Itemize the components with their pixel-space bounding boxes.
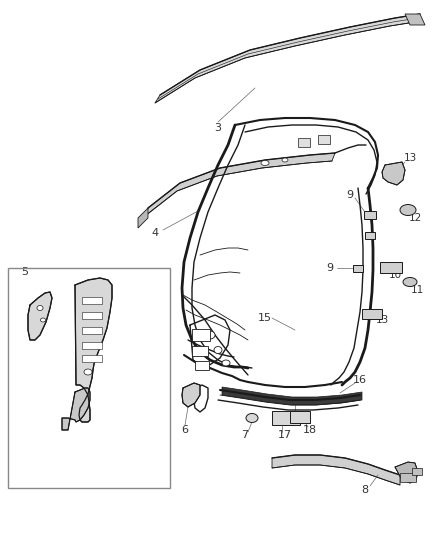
Text: 10: 10 [388, 270, 401, 280]
Ellipse shape [84, 369, 92, 375]
Polygon shape [145, 153, 334, 216]
Bar [363, 211, 375, 219]
Text: 6: 6 [181, 425, 188, 435]
Bar [361, 309, 381, 319]
Text: 13: 13 [403, 153, 416, 163]
Polygon shape [404, 14, 424, 25]
Bar [411, 468, 421, 475]
Polygon shape [394, 462, 417, 483]
Bar [297, 138, 309, 147]
Ellipse shape [205, 331, 215, 339]
Polygon shape [75, 278, 112, 422]
Ellipse shape [245, 414, 258, 423]
Text: 7: 7 [241, 430, 248, 440]
Ellipse shape [213, 346, 222, 353]
Text: 16: 16 [352, 375, 366, 385]
Bar [191, 346, 208, 356]
Text: 8: 8 [360, 485, 368, 495]
Text: 17: 17 [277, 430, 291, 440]
Polygon shape [138, 208, 148, 228]
Ellipse shape [402, 278, 416, 287]
Bar [194, 361, 208, 370]
Bar [82, 312, 102, 319]
Text: 12: 12 [407, 213, 420, 223]
Bar [82, 355, 102, 362]
Text: 15: 15 [258, 313, 272, 323]
Polygon shape [381, 162, 404, 185]
Bar [399, 473, 415, 482]
Bar [352, 264, 362, 271]
Bar [317, 135, 329, 144]
Text: 9: 9 [346, 190, 353, 200]
Text: 3: 3 [214, 123, 221, 133]
Bar [364, 231, 374, 238]
Bar [82, 327, 102, 334]
Polygon shape [182, 383, 200, 407]
Bar [191, 329, 209, 341]
Ellipse shape [399, 205, 415, 215]
Text: 5: 5 [21, 267, 28, 277]
Bar [82, 297, 102, 304]
Text: 4: 4 [151, 228, 158, 238]
Polygon shape [222, 387, 361, 405]
Ellipse shape [261, 160, 268, 166]
Ellipse shape [37, 305, 43, 311]
Ellipse shape [40, 318, 46, 322]
Text: 1: 1 [291, 415, 298, 425]
Polygon shape [62, 388, 90, 430]
Polygon shape [272, 455, 399, 485]
Bar [290, 411, 309, 423]
Bar [272, 411, 299, 425]
Text: 13: 13 [374, 315, 388, 325]
Ellipse shape [281, 158, 287, 162]
Text: 9: 9 [326, 263, 333, 273]
Text: 11: 11 [410, 285, 423, 295]
Polygon shape [28, 292, 52, 340]
Bar [379, 262, 401, 273]
Polygon shape [155, 14, 419, 103]
Ellipse shape [222, 360, 230, 366]
Bar [82, 342, 102, 349]
Bar [8, 268, 170, 488]
Text: 18: 18 [302, 425, 316, 435]
